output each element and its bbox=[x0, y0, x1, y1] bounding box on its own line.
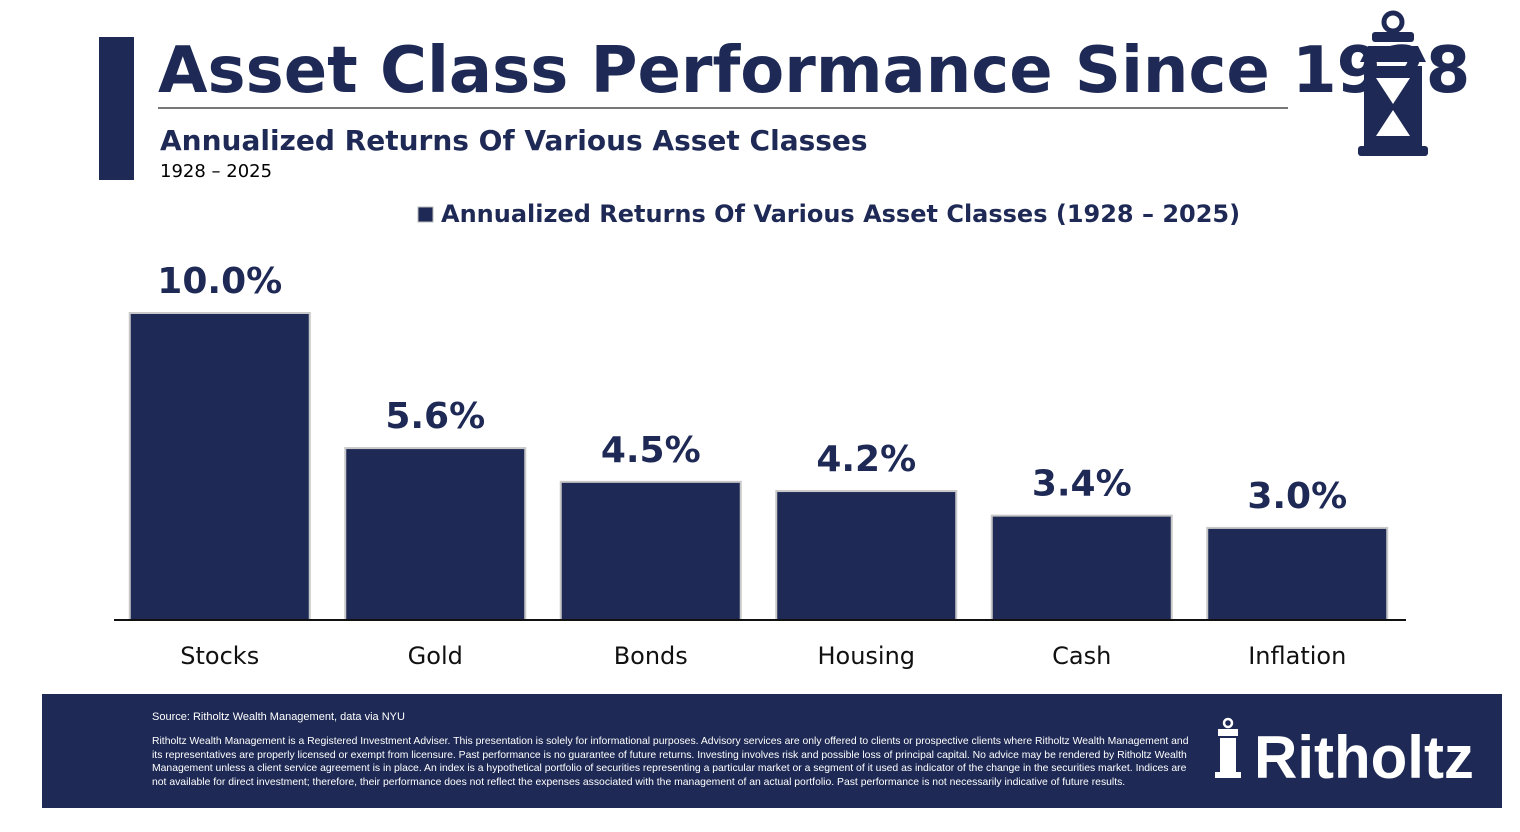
lantern-icon bbox=[1358, 10, 1428, 156]
x-tick-label: Gold bbox=[408, 642, 463, 670]
value-label: 4.2% bbox=[816, 439, 916, 480]
x-tick-label: Bonds bbox=[614, 642, 688, 670]
value-label: 5.6% bbox=[385, 396, 485, 437]
chart-subtitle: Annualized Returns Of Various Asset Clas… bbox=[160, 124, 868, 157]
chart: Annualized Returns Of Various Asset Clas… bbox=[114, 200, 1406, 670]
date-range: 1928 – 2025 bbox=[160, 161, 272, 182]
legend-swatch bbox=[417, 206, 434, 223]
x-tick-label: Cash bbox=[1052, 642, 1111, 670]
value-label: 4.5% bbox=[601, 430, 701, 471]
footer bbox=[42, 694, 1502, 808]
bar bbox=[128, 312, 311, 621]
chart-title: Asset Class Performance Since 1928 bbox=[158, 34, 1470, 108]
bar bbox=[344, 447, 527, 621]
legend-label: Annualized Returns Of Various Asset Clas… bbox=[441, 200, 1240, 228]
disclaimer-box: Ritholtz Wealth Management is a Register… bbox=[152, 736, 1189, 788]
value-label: 10.0% bbox=[157, 261, 282, 302]
value-label: 3.4% bbox=[1032, 464, 1132, 505]
bar bbox=[775, 490, 958, 621]
disclaimer: Ritholtz Wealth Management is a Register… bbox=[152, 736, 1189, 788]
brand-icon bbox=[1215, 717, 1241, 778]
value-label: 3.0% bbox=[1247, 476, 1347, 517]
x-tick-label: Housing bbox=[817, 642, 915, 670]
bar bbox=[990, 514, 1173, 621]
brand: Ritholtz bbox=[1254, 724, 1474, 791]
bar bbox=[1206, 526, 1389, 622]
x-tick-label: Inflation bbox=[1248, 642, 1346, 670]
x-tick-label: Stocks bbox=[180, 642, 259, 670]
source-note: Source: Ritholtz Wealth Management, data… bbox=[152, 711, 405, 723]
accent-bar bbox=[99, 37, 134, 180]
bar bbox=[559, 480, 742, 621]
